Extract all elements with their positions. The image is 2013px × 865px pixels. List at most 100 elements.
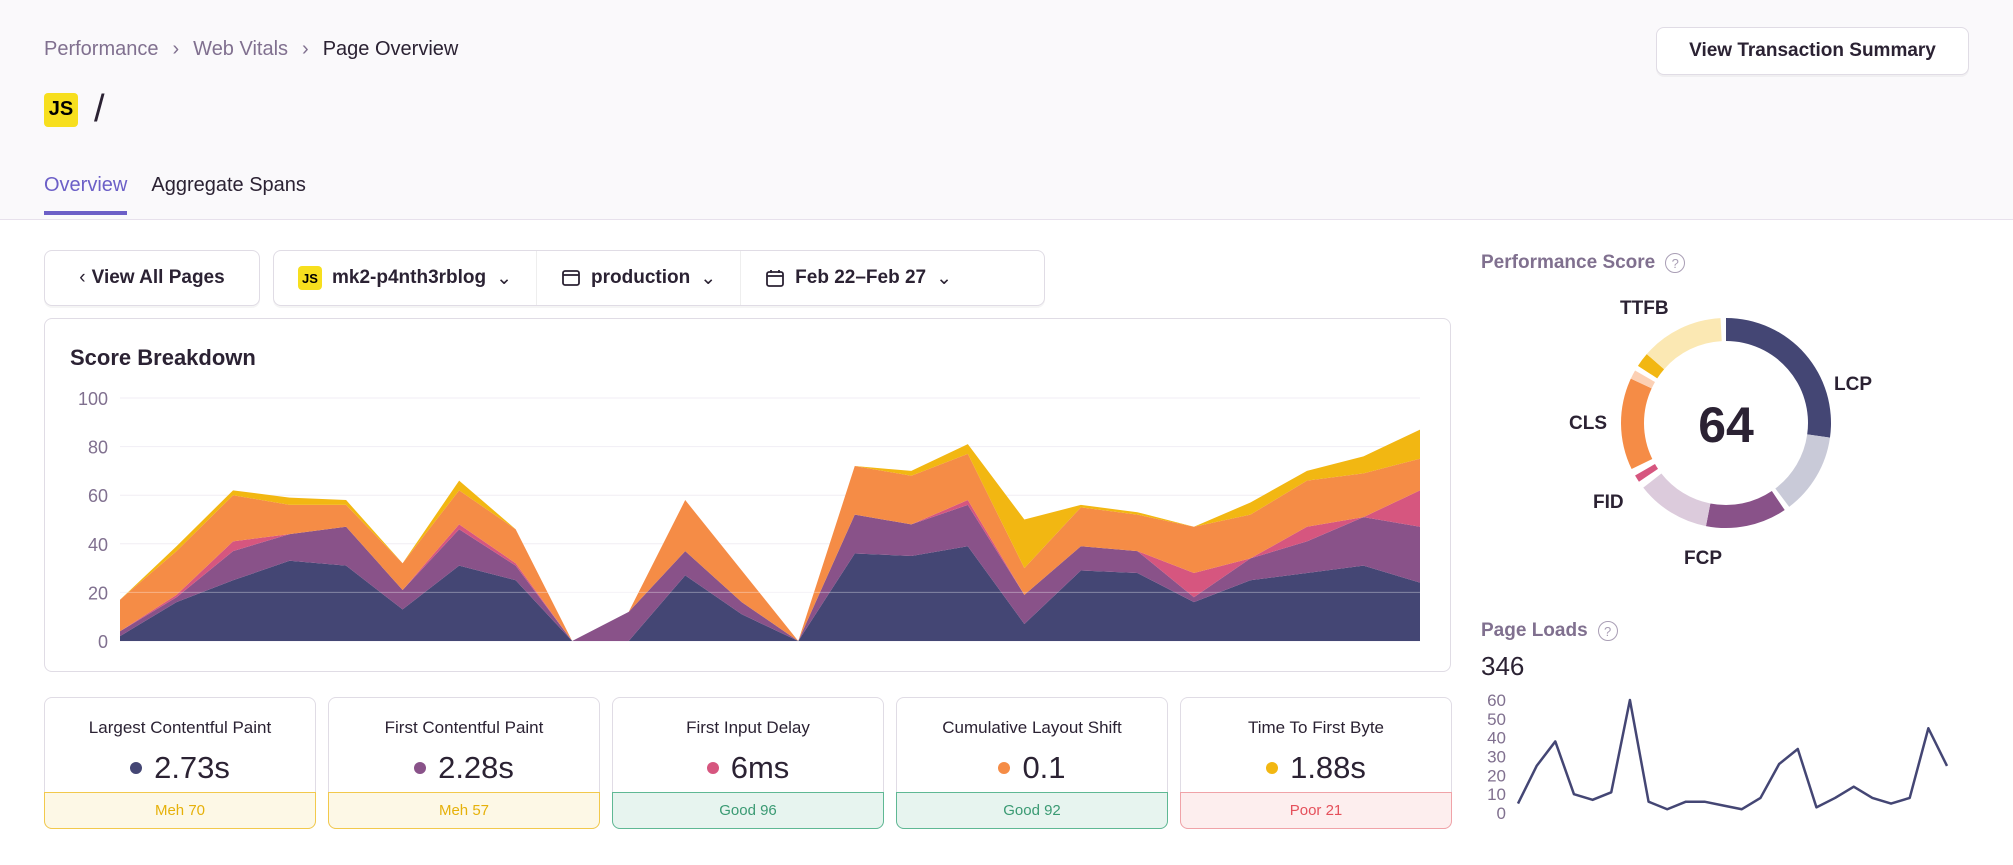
score-breakdown-chart: 0 20 40 60 80 100 <box>78 389 1420 652</box>
status-badge: Poor 21 <box>1180 792 1452 829</box>
area-series-fcp <box>120 504 1420 641</box>
status-badge: Good 92 <box>896 792 1168 829</box>
score-breakdown-title: Score Breakdown <box>70 345 256 370</box>
series-dot-icon <box>706 762 719 774</box>
y-tick-label: 80 <box>88 438 108 458</box>
filter-bar: JS mk2-p4nth3rblog ⌄ production ⌄ Feb 22… <box>273 250 1045 306</box>
web-vital-card[interactable]: Time To First Byte 1.88s Poor 21 <box>1180 697 1452 829</box>
card-value: 2.28s <box>329 750 599 786</box>
javascript-icon: JS <box>298 266 322 290</box>
ring-segment-cls[interactable] <box>1621 378 1653 470</box>
page-loads-total: 346 <box>1481 651 1525 681</box>
ring-segment-fcp_remaining[interactable] <box>1643 473 1711 527</box>
y-tick-label: 0 <box>1497 804 1506 823</box>
view-all-pages-label: View All Pages <box>91 267 225 288</box>
card-label: First Contentful Paint <box>384 718 544 737</box>
status-badge: Meh 70 <box>44 792 316 829</box>
page-loads-heading: Page Loads ? <box>1481 620 1618 642</box>
ring-segment-ttfb[interactable] <box>1637 354 1665 379</box>
javascript-icon: JS <box>44 92 78 127</box>
ring-label-fid: FID <box>1593 492 1624 513</box>
ring-label-ttfb: TTFB <box>1620 298 1669 319</box>
y-tick-label: 20 <box>1487 766 1506 785</box>
score-breakdown-panel: Score Breakdown <box>44 318 1451 672</box>
y-tick-label: 60 <box>88 486 108 506</box>
ring-label-cls: CLS <box>1569 413 1607 434</box>
card-value-text: 6ms <box>730 750 790 785</box>
area-series-lcp <box>120 546 1420 641</box>
card-label: Cumulative Layout Shift <box>942 718 1122 737</box>
card-value: 1.88s <box>1181 750 1451 786</box>
card-value: 2.73s <box>45 750 315 786</box>
tab-overview[interactable]: Overview <box>44 174 128 215</box>
performance-score-ring <box>1621 318 1831 528</box>
project-filter[interactable]: JS mk2-p4nth3rblog ⌄ <box>274 251 538 305</box>
page-title: JS / <box>44 88 105 131</box>
area-series-cls <box>120 453 1420 641</box>
card-value: 6ms <box>613 750 883 786</box>
y-tick-label: 10 <box>1487 785 1506 804</box>
view-all-pages-button[interactable]: ‹ View All Pages <box>44 250 260 306</box>
date-range-label: Feb 22–Feb 27 <box>795 267 927 288</box>
web-vital-card[interactable]: First Contentful Paint 2.28s Meh 57 <box>328 697 600 829</box>
view-transaction-summary-button[interactable]: View Transaction Summary <box>1656 27 1969 75</box>
card-value: 0.1 <box>897 750 1167 786</box>
y-tick-label: 40 <box>88 535 108 555</box>
ring-segment-fid[interactable] <box>1635 464 1659 482</box>
series-dot-icon <box>998 762 1011 774</box>
y-tick-label: 30 <box>1487 748 1506 767</box>
date-range-filter[interactable]: Feb 22–Feb 27 ⌄ <box>741 251 976 305</box>
card-value-text: 0.1 <box>1022 750 1066 785</box>
ring-segment-lcp[interactable] <box>1726 318 1831 438</box>
card-label: Time To First Byte <box>1247 718 1385 737</box>
chevron-down-icon: ⌄ <box>496 267 513 289</box>
ring-segment-cls_remaining[interactable] <box>1630 370 1655 389</box>
y-tick-label: 100 <box>78 389 108 409</box>
tabs: Overview Aggregate Spans <box>44 174 306 215</box>
y-tick-label: 60 <box>1487 691 1506 710</box>
card-label: Largest Contentful Paint <box>88 718 272 737</box>
y-tick-label: 0 <box>98 632 108 652</box>
status-badge: Good 96 <box>612 792 884 829</box>
card-value-text: 2.73s <box>154 750 230 785</box>
breadcrumb: Performance › Web Vitals › Page Overview <box>44 38 458 61</box>
web-vital-card[interactable]: Cumulative Layout Shift 0.1 Good 92 <box>896 697 1168 829</box>
card-value-text: 2.28s <box>438 750 514 785</box>
page-title-text: / <box>94 88 105 130</box>
chevron-right-icon: › <box>302 38 309 60</box>
web-vital-card[interactable]: First Input Delay 6ms Good 96 <box>612 697 884 829</box>
environment-filter[interactable]: production ⌄ <box>537 251 742 305</box>
ring-label-fcp: FCP <box>1684 548 1722 569</box>
card-label: First Input Delay <box>686 718 810 737</box>
performance-score-title: Performance Score <box>1481 252 1656 273</box>
page-loads-title: Page Loads <box>1481 620 1588 641</box>
question-circle-icon[interactable]: ? <box>1597 621 1618 641</box>
y-tick-label: 40 <box>1487 729 1506 748</box>
performance-score-value: 64 <box>1698 397 1754 453</box>
series-dot-icon <box>130 762 143 774</box>
ring-segment-lcp_remaining[interactable] <box>1775 434 1830 507</box>
window-icon <box>562 270 580 286</box>
web-vital-card[interactable]: Largest Contentful Paint 2.73s Meh 70 <box>44 697 316 829</box>
question-circle-icon[interactable]: ? <box>1665 253 1686 273</box>
calendar-icon <box>766 270 785 287</box>
breadcrumb-page-overview: Page Overview <box>322 38 459 60</box>
series-dot-icon <box>1266 762 1279 774</box>
area-series-fid <box>120 490 1420 641</box>
status-badge: Meh 57 <box>328 792 600 829</box>
ring-segment-fcp[interactable] <box>1705 490 1785 528</box>
chevron-down-icon: ⌄ <box>700 267 717 289</box>
project-label: mk2-p4nth3rblog <box>332 267 487 288</box>
chevron-down-icon: ⌄ <box>936 267 953 289</box>
breadcrumb-performance[interactable]: Performance <box>44 38 159 60</box>
page-loads-line <box>1516 698 1949 811</box>
tab-aggregate-spans[interactable]: Aggregate Spans <box>151 174 306 196</box>
ring-label-lcp: LCP <box>1834 374 1872 395</box>
y-tick-label: 50 <box>1487 710 1506 729</box>
ring-segment-ttfb_remaining[interactable] <box>1646 318 1722 370</box>
breadcrumb-web-vitals[interactable]: Web Vitals <box>193 38 289 60</box>
environment-label: production <box>591 267 691 288</box>
card-value-text: 1.88s <box>1290 750 1366 785</box>
y-tick-label: 20 <box>88 583 108 603</box>
